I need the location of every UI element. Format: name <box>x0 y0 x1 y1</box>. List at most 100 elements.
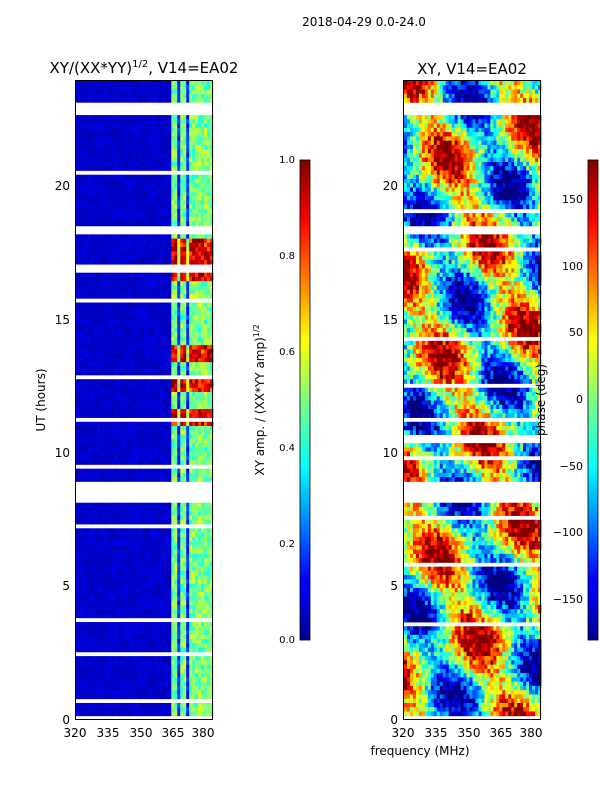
heatmap-cell <box>102 622 107 627</box>
heatmap-cell <box>171 600 175 606</box>
heatmap-cell <box>99 447 104 453</box>
heatmap-cell <box>195 89 199 95</box>
heatmap-cell <box>84 362 89 367</box>
heatmap-cell <box>90 187 95 193</box>
heatmap-cell <box>93 161 98 167</box>
heatmap-cell <box>123 276 128 282</box>
heatmap-cell <box>207 404 211 410</box>
heatmap-cell <box>162 157 166 163</box>
heatmap-cell <box>210 575 214 580</box>
heatmap-cell <box>180 255 184 261</box>
heatmap-cell <box>156 349 160 355</box>
heatmap-cell <box>159 558 163 563</box>
heatmap-cell <box>198 502 202 508</box>
heatmap-cell <box>99 98 104 103</box>
heatmap-cell <box>153 272 157 278</box>
heatmap-cell <box>144 285 148 291</box>
heatmap-cell <box>93 183 98 188</box>
heatmap-cell <box>186 132 190 137</box>
heatmap-cell <box>144 528 148 533</box>
heatmap-cell <box>76 421 80 427</box>
heatmap-cell <box>195 609 199 614</box>
heatmap-cell <box>210 144 214 150</box>
heatmap-cell <box>99 536 104 542</box>
heatmap-cell <box>96 272 101 278</box>
heatmap-cell <box>195 434 199 440</box>
heatmap-cell <box>210 217 214 222</box>
heatmap-cell <box>168 85 172 90</box>
heatmap-cell <box>159 132 163 137</box>
heatmap-cell <box>177 247 181 252</box>
heatmap-cell <box>129 413 133 418</box>
heatmap-cell <box>198 357 202 363</box>
heatmap-cell <box>84 345 89 350</box>
heatmap-cell <box>90 115 95 120</box>
heatmap-cell <box>162 123 166 129</box>
heatmap-cell <box>183 115 187 120</box>
heatmap-cell <box>81 404 86 410</box>
heatmap-cell <box>186 472 190 478</box>
heatmap-cell <box>204 451 208 457</box>
heatmap-cell <box>195 519 199 525</box>
heatmap-cell <box>177 379 181 384</box>
heatmap-cell <box>177 85 181 90</box>
heatmap-cell <box>153 613 157 619</box>
heatmap-cell <box>153 596 157 602</box>
heatmap-cell <box>78 323 83 329</box>
heatmap-cell <box>120 123 125 129</box>
heatmap-cell <box>159 174 163 180</box>
heatmap-cell <box>135 217 139 222</box>
heatmap-cell <box>126 438 131 444</box>
heatmap-cell <box>153 370 157 376</box>
heatmap-cell <box>174 549 178 555</box>
heatmap-cell <box>201 332 205 337</box>
heatmap-cell <box>90 161 95 167</box>
heatmap-cell <box>135 366 139 372</box>
heatmap-cell <box>207 221 211 227</box>
heatmap-cell <box>204 81 208 86</box>
heatmap-cell <box>102 255 107 261</box>
heatmap-cell <box>90 532 95 538</box>
heatmap-cell <box>120 272 125 278</box>
heatmap-cell <box>165 196 169 201</box>
heatmap-cell <box>144 123 148 129</box>
heatmap-cell <box>210 472 214 478</box>
heatmap-cell <box>90 549 95 555</box>
heatmap-cell <box>123 396 128 401</box>
heatmap-cell <box>156 315 160 320</box>
heatmap-cell <box>195 149 199 154</box>
heatmap-cell <box>78 507 83 512</box>
heatmap-cell <box>120 119 125 124</box>
heatmap-cell <box>87 93 92 99</box>
heatmap-cell <box>78 311 83 316</box>
heatmap-cell <box>180 587 184 593</box>
heatmap-cell <box>84 443 89 448</box>
heatmap-cell <box>138 204 142 210</box>
heatmap-cell <box>87 340 92 346</box>
heatmap-cell <box>114 259 119 265</box>
heatmap-cell <box>78 289 83 295</box>
heatmap-cell <box>99 200 104 205</box>
heatmap-cell <box>186 579 190 585</box>
heatmap-cell <box>96 234 101 240</box>
heatmap-cell <box>138 294 142 299</box>
heatmap-cell <box>93 575 98 580</box>
heatmap-cell <box>159 221 163 227</box>
heatmap-cell <box>132 315 136 320</box>
heatmap-cell <box>90 515 95 521</box>
heatmap-cell <box>177 438 181 444</box>
heatmap-cell <box>135 136 139 142</box>
heatmap-cell <box>207 136 211 142</box>
heatmap-cell <box>132 519 136 525</box>
heatmap-cell <box>114 622 119 627</box>
heatmap-cell <box>105 311 110 316</box>
heatmap-cell <box>147 89 151 95</box>
heatmap-cell <box>156 545 160 550</box>
heatmap-cell <box>141 587 145 593</box>
heatmap-cell <box>183 247 187 252</box>
heatmap-cell <box>156 383 160 389</box>
heatmap-cell <box>90 238 95 244</box>
heatmap-cell <box>180 187 184 193</box>
heatmap-cell <box>198 217 202 222</box>
heatmap-cell <box>150 200 154 205</box>
